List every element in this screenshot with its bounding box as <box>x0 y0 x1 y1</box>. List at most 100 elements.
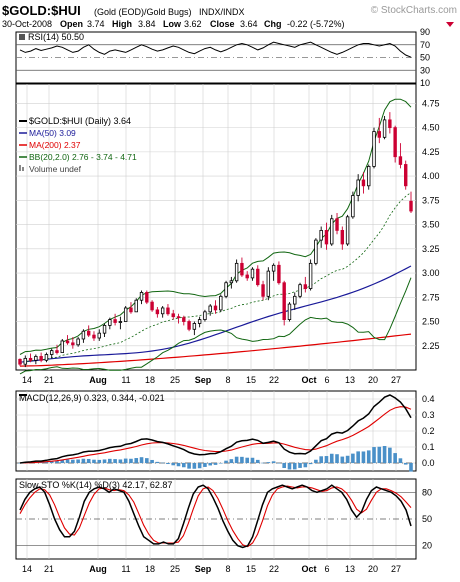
candle-body <box>293 295 297 305</box>
macd-histogram-bar <box>398 458 403 463</box>
candle-body <box>271 264 276 272</box>
macd-histogram-bar <box>382 446 387 463</box>
close-label: Close <box>210 19 235 29</box>
x-tick-label-bottom: 8 <box>225 564 230 574</box>
macd-y-tick-label: 0.3 <box>422 410 435 420</box>
candle-body <box>388 119 392 129</box>
macd-histogram-bar <box>97 459 102 463</box>
macd-histogram-bar <box>303 463 308 468</box>
candle-body <box>382 119 387 138</box>
bb-upper-line <box>19 98 412 355</box>
candle-body <box>50 350 54 355</box>
price-y-tick-label: 3.00 <box>422 268 440 278</box>
candle-body <box>108 319 112 326</box>
macd-histogram-bar <box>366 450 371 463</box>
candle-body <box>261 284 265 297</box>
macd-histogram-bar <box>377 446 382 463</box>
ma200-line <box>19 333 412 367</box>
x-tick-label-bottom: 15 <box>246 564 256 574</box>
macd-histogram-bar <box>319 456 323 463</box>
candle-body <box>171 313 175 318</box>
candle-body <box>367 166 371 187</box>
rsi-y-tick-label: 50 <box>420 53 430 63</box>
macd-histogram-bar <box>287 463 292 470</box>
macd-histogram-bar <box>60 459 65 463</box>
candle-body <box>240 262 244 276</box>
macd-histogram-bar <box>403 463 408 465</box>
macd-histogram-bar <box>255 459 260 463</box>
candle-body <box>39 356 43 361</box>
macd-histogram-bar <box>197 463 202 469</box>
candle-body <box>55 350 59 353</box>
stochastic-y-tick-label: 80 <box>422 487 432 497</box>
candle-body <box>34 356 38 361</box>
open-value: 3.74 <box>87 19 105 29</box>
macd-histogram-bar <box>240 456 244 463</box>
price-legend: $GOLD:$HUI (Daily) 3.64 <box>29 116 131 126</box>
macd-histogram-bar <box>266 462 271 463</box>
x-tick-label-bottom: Sep <box>195 564 212 574</box>
macd-histogram-bar <box>192 463 197 469</box>
x-tick-label: 14 <box>22 375 32 385</box>
candle-body <box>118 321 123 323</box>
volume-legend-icon <box>19 165 21 171</box>
macd-histogram-bar <box>150 459 154 463</box>
macd-histogram-bar <box>224 460 228 463</box>
macd-histogram-bar <box>102 459 107 463</box>
candle-body <box>361 179 366 187</box>
macd-histogram-bar <box>71 459 75 463</box>
candle-body <box>192 323 197 330</box>
candle-body <box>356 179 360 196</box>
candle-body <box>245 274 249 279</box>
macd-y-tick-label: 0.2 <box>422 426 435 436</box>
candle-body <box>23 357 27 365</box>
candle-body <box>102 325 107 334</box>
candle-body <box>308 262 313 289</box>
candle-body <box>229 280 234 284</box>
rsi-y-tick-label: 10 <box>420 78 430 88</box>
symbol-text: $GOLD:$HUI <box>2 3 81 18</box>
candle-body <box>203 311 207 320</box>
macd-histogram-bar <box>181 463 186 468</box>
candle-body <box>335 218 339 231</box>
candle-body <box>145 292 149 303</box>
macd-y-tick-label: 0.0 <box>422 458 435 468</box>
candle-body <box>166 307 170 315</box>
x-tick-label: Oct <box>301 375 316 385</box>
stochastic-d-line <box>19 485 412 548</box>
macd-histogram-bar <box>335 454 339 463</box>
x-tick-label-bottom: 27 <box>391 564 401 574</box>
price-y-tick-label: 3.50 <box>422 220 440 230</box>
candle-body <box>314 239 318 264</box>
ma200-legend: MA(200) 2.37 <box>29 140 81 150</box>
price-legend-icon <box>19 120 27 122</box>
x-tick-label-bottom: 20 <box>368 564 378 574</box>
candle-body <box>187 321 191 330</box>
macd-histogram-bar <box>187 463 191 469</box>
candle-body <box>266 270 271 297</box>
candle-body <box>213 305 218 311</box>
rsi-y-tick-label: 90 <box>420 27 430 37</box>
macd-histogram-bar <box>203 463 207 467</box>
rsi-icon <box>19 34 25 40</box>
x-tick-label: 20 <box>368 375 378 385</box>
candle-body <box>303 284 308 289</box>
price-y-tick-label: 3.75 <box>422 195 440 205</box>
macd-histogram-bar <box>176 463 181 467</box>
macd-histogram-bar <box>213 463 218 465</box>
macd-histogram-bar <box>108 458 112 463</box>
symbol-name-text: (Gold (EOD)/Gold Bugs) <box>94 7 192 17</box>
macd-histogram-bar <box>145 458 149 463</box>
macd-histogram-bar <box>308 463 313 465</box>
tick-layer: 14 14 21 21 Aug Aug 11 11 18 18 25 25 Sep Sep 8 8 15 15 22… <box>22 27 440 574</box>
macd-histogram-bar <box>208 463 213 466</box>
macd-histogram-bar <box>314 459 318 463</box>
down-arrow-icon <box>446 22 454 27</box>
candle-body <box>287 303 292 320</box>
high-value: 3.84 <box>138 19 156 29</box>
date-text: 30-Oct-2008 <box>2 19 52 29</box>
x-tick-label: 21 <box>44 375 54 385</box>
open-label: Open <box>60 19 83 29</box>
candle-body <box>182 317 186 322</box>
